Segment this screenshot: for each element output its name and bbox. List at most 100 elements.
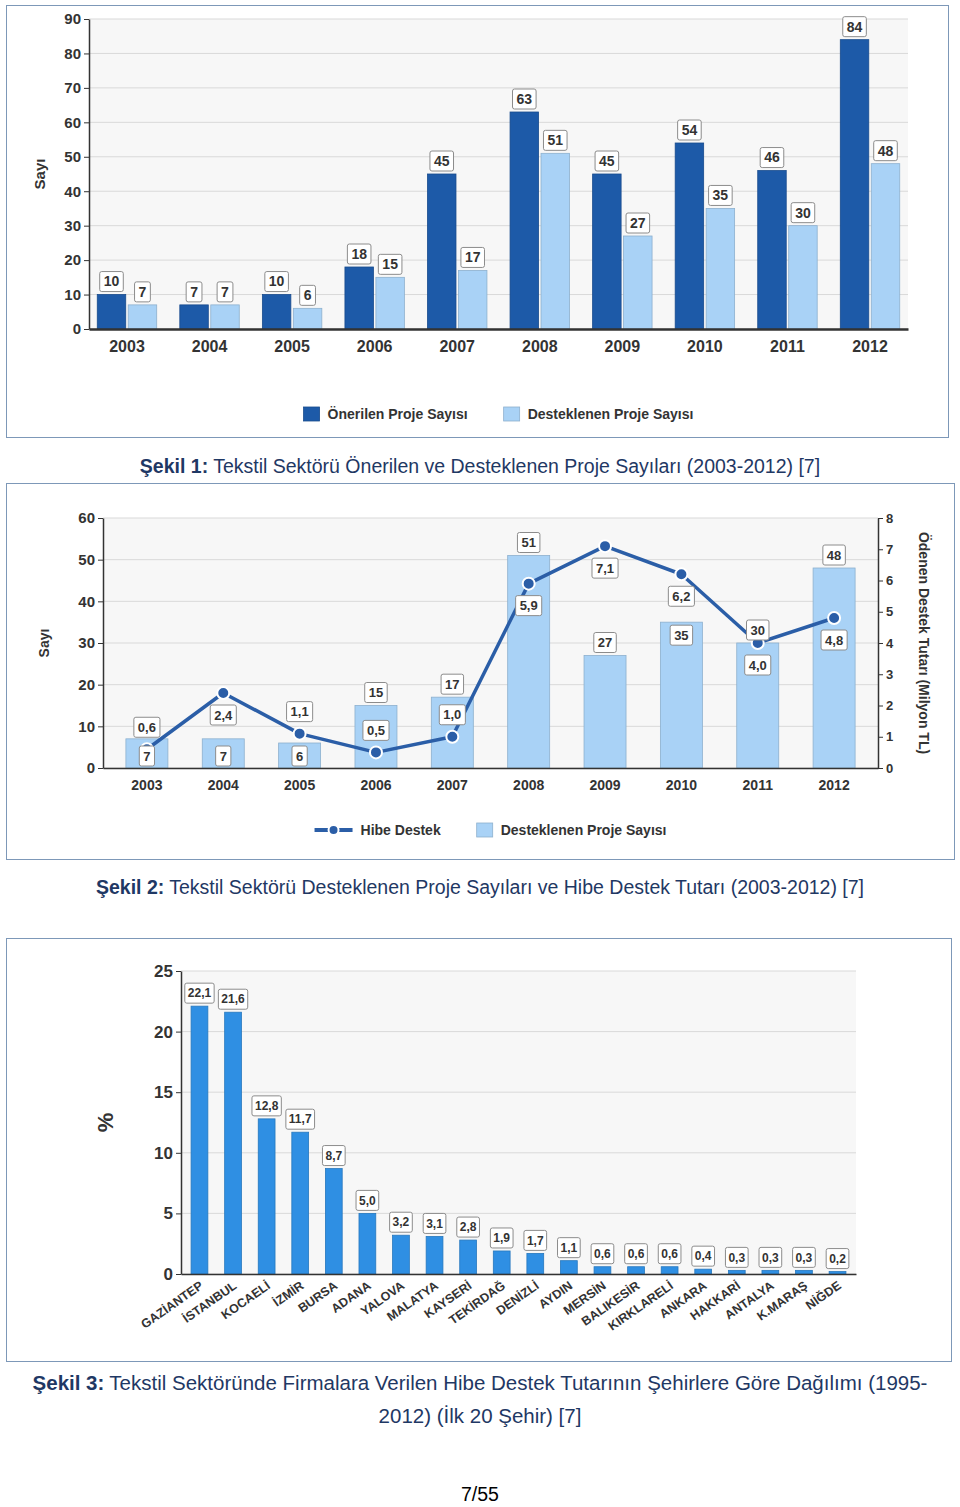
- data-label: 63: [517, 91, 533, 107]
- label-box: [185, 983, 214, 1003]
- tick-label: 6: [886, 573, 893, 588]
- tick-label: 2003: [131, 777, 162, 793]
- axis-title: %: [93, 1113, 118, 1133]
- data-label: 4,8: [825, 633, 843, 648]
- page: 2003200420052006200720082009201020112012…: [0, 0, 960, 1507]
- tick-mark: [84, 329, 89, 330]
- axis-title: Sayı: [31, 159, 48, 190]
- bar: [460, 1240, 477, 1274]
- bar: [593, 174, 621, 329]
- label-box: [745, 655, 771, 675]
- tick-mark: [84, 88, 89, 89]
- tick-mark: [176, 1153, 181, 1154]
- bar: [211, 305, 239, 329]
- figure-frame: 2003200420052006200720082009201020112012…: [6, 5, 949, 438]
- bar: [191, 1006, 208, 1274]
- tick: 0: [878, 761, 893, 776]
- bar: [458, 270, 486, 329]
- bar: [427, 174, 455, 329]
- tick-mark: [84, 260, 89, 261]
- data-labels: 107101845634554468477615175127353048: [100, 17, 898, 306]
- tick: 2: [878, 698, 893, 713]
- bar: [510, 112, 538, 329]
- tick: 60: [78, 509, 103, 526]
- bar: [345, 267, 373, 329]
- bar: [225, 1012, 242, 1274]
- tick: 6: [878, 573, 893, 588]
- plot-area: [191, 1006, 846, 1274]
- bar: [527, 1253, 544, 1274]
- bar: [292, 1132, 309, 1274]
- label-box: [592, 558, 618, 578]
- tick: 50: [78, 551, 103, 568]
- tick-label: 2012: [852, 338, 888, 355]
- label-box: [441, 674, 463, 694]
- data-label: 0,6: [138, 720, 156, 735]
- tick-mark: [98, 518, 103, 519]
- caption-text: Tekstil Sektörü Önerilen ve Desteklenen …: [213, 455, 820, 477]
- data-label: 84: [847, 19, 863, 35]
- tick-mark: [98, 726, 103, 727]
- tick-label: 30: [64, 217, 81, 234]
- tick-label: 2008: [513, 777, 544, 793]
- label-box: [793, 1247, 816, 1267]
- tick-mark: [84, 53, 89, 54]
- tick-mark: [98, 601, 103, 602]
- tick-mark: [84, 19, 89, 20]
- label-box: [356, 1190, 379, 1210]
- bar: [426, 1236, 443, 1274]
- data-label: 45: [434, 153, 450, 169]
- legend-label: Hibe Destek: [361, 822, 441, 838]
- label-box: [439, 705, 465, 725]
- tick: 2007: [437, 777, 468, 793]
- tick-label: 60: [64, 114, 81, 131]
- tick: 2005: [274, 338, 310, 355]
- tick: 2007: [439, 338, 475, 355]
- data-label: 30: [795, 205, 811, 221]
- data-label: 0,3: [762, 1251, 779, 1265]
- bar: [262, 295, 290, 329]
- bar: [202, 739, 244, 768]
- tick-mark: [98, 685, 103, 686]
- tick: DENİZLİ: [493, 1278, 541, 1318]
- bar: [594, 1267, 611, 1274]
- tick-label: 2007: [437, 777, 468, 793]
- grid-line: [103, 601, 878, 602]
- bar: [393, 1235, 410, 1274]
- label-box: [791, 203, 815, 223]
- label-box: [218, 989, 247, 1009]
- tick-label: 2012: [819, 777, 850, 793]
- tick-label: 60: [78, 509, 95, 526]
- label-box: [658, 1244, 681, 1264]
- tick: 4: [878, 636, 894, 651]
- bar: [493, 1251, 510, 1274]
- tick: 50: [64, 148, 89, 165]
- caption: Şekil 1:Tekstil Sektörü Önerilen ve Dest…: [10, 450, 950, 483]
- tick-label: 20: [78, 676, 95, 693]
- plot-background: [103, 518, 878, 768]
- tick-mark: [84, 122, 89, 123]
- grid-line: [89, 122, 908, 123]
- data-label: 22,1: [188, 986, 212, 1000]
- label-box: [591, 1244, 614, 1264]
- legend-label: Desteklenen Proje Sayısı: [501, 822, 667, 838]
- data-label: 0,6: [661, 1247, 678, 1261]
- tick-label: 2005: [284, 777, 315, 793]
- tick: K.MARAŞ: [754, 1279, 810, 1324]
- data-label: 17: [465, 249, 481, 265]
- tick: 2003: [131, 777, 162, 793]
- tick: 70: [64, 79, 89, 96]
- bar: [840, 40, 868, 329]
- bar: [293, 308, 321, 329]
- bar: [758, 171, 786, 329]
- chart: 2003200420052006200720082009201020112012…: [7, 484, 953, 858]
- tick-label: 2011: [770, 338, 805, 355]
- label-box: [423, 1213, 446, 1233]
- data-label: 27: [598, 635, 612, 650]
- data-label: 6: [296, 749, 303, 764]
- tick-label: 5: [886, 604, 893, 619]
- tick-mark: [878, 518, 883, 519]
- label-box: [543, 130, 567, 150]
- grid: [103, 518, 878, 768]
- tick-label: 25: [154, 962, 173, 981]
